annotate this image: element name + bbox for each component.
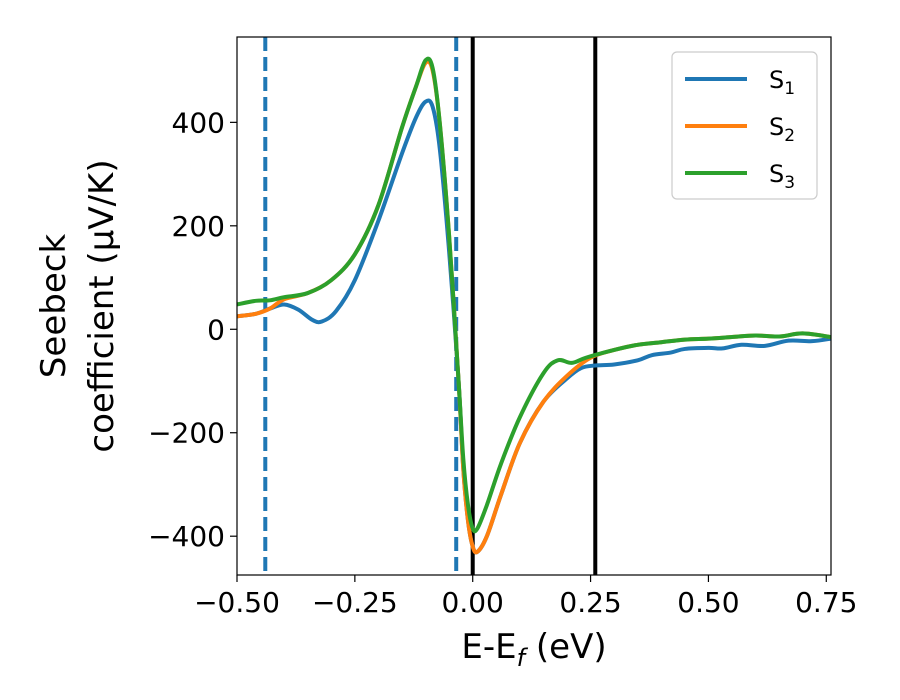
plot-content [237, 37, 831, 575]
y-tick-label: 400 [172, 106, 225, 139]
plot-area [237, 37, 831, 575]
x-tick-label: 0.50 [677, 586, 739, 619]
y-tick-label: 200 [172, 210, 225, 243]
y-axis-title-line2: coefficient (μV/K) [82, 159, 122, 452]
y-axis-title-line1: Seebeck [34, 234, 74, 379]
legend-label-S1: S1 [769, 66, 795, 99]
y-tick-label: −200 [148, 417, 225, 450]
x-tick-label: −0.50 [194, 586, 280, 619]
x-tick-label: 0.00 [442, 586, 504, 619]
legend-label-S3: S3 [769, 160, 795, 193]
x-tick-label: −0.25 [312, 586, 398, 619]
x-tick-label: 0.25 [559, 586, 621, 619]
series-line-S3 [237, 56, 831, 534]
axis-titles: E-Ef (eV) Seebeck coefficient (μV/K) [34, 159, 607, 672]
axes: −0.50 −0.25 0.00 0.25 0.50 0.75 −400 −200 0 200 40… [148, 36, 857, 619]
y-tick-label: −400 [148, 520, 225, 553]
axes-frame [236, 36, 832, 576]
x-tick-label: 0.75 [795, 586, 857, 619]
y-tick-label: 0 [207, 313, 225, 346]
legend-label-S2: S2 [769, 113, 795, 146]
legend: S1 S2 S3 [671, 51, 818, 200]
x-axis-title: E-Ef (eV) [461, 627, 606, 672]
